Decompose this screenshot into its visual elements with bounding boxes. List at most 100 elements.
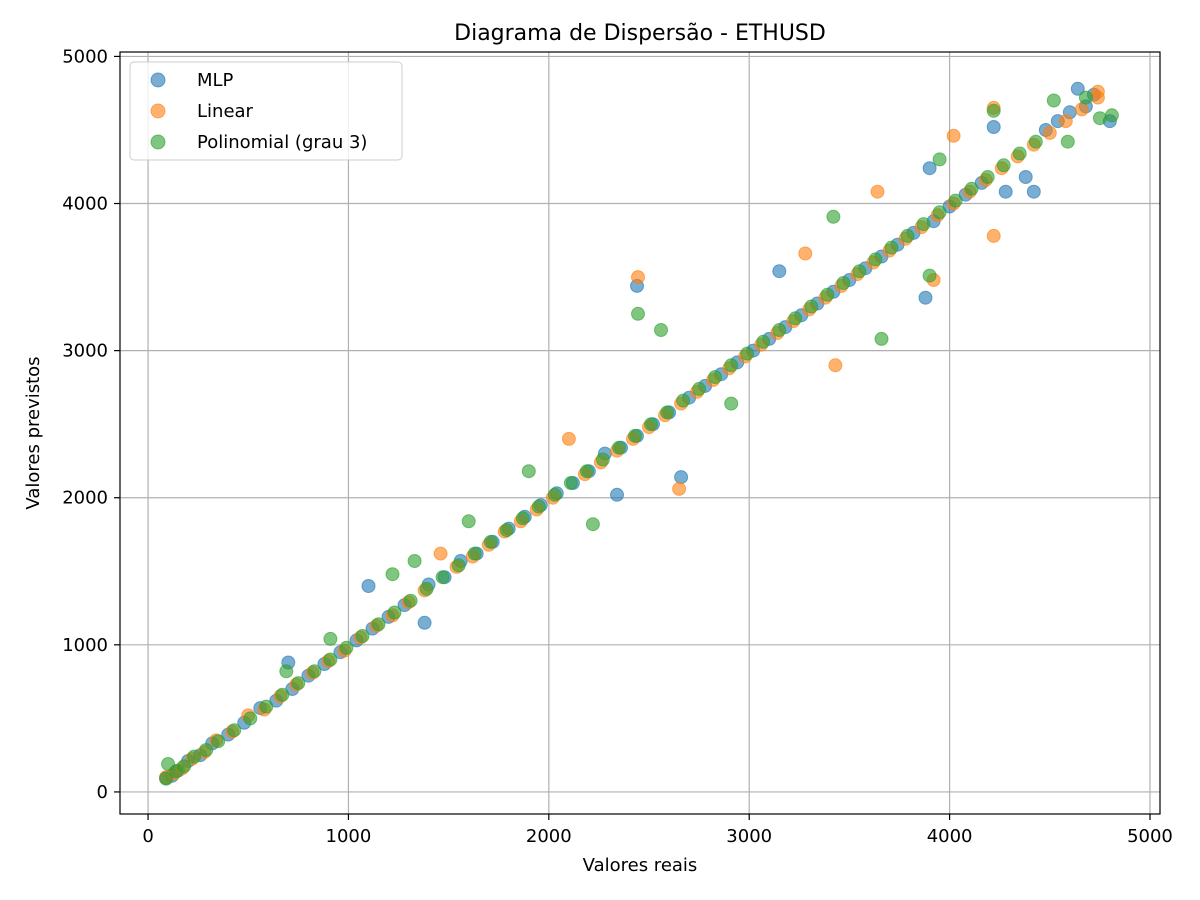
data-point [187, 749, 202, 764]
data-point [547, 487, 562, 502]
data-point [1046, 93, 1061, 108]
data-point [756, 334, 771, 349]
y-tick-label: 2000 [62, 488, 108, 509]
data-point [986, 228, 1001, 243]
data-point [946, 128, 961, 143]
grid [120, 52, 1160, 814]
data-point [1026, 184, 1041, 199]
data-point [1018, 170, 1033, 184]
data-point [355, 629, 370, 643]
legend-marker-mlp [150, 72, 166, 88]
data-point [964, 181, 979, 196]
data-point [916, 217, 931, 232]
y-tick-label: 4000 [62, 194, 108, 215]
data-point [199, 743, 214, 757]
data-point [387, 605, 402, 620]
data-point [419, 581, 434, 596]
data-point [531, 499, 546, 514]
data-point [692, 381, 707, 396]
data-point [291, 676, 306, 691]
data-point [708, 370, 723, 385]
data-point [1092, 111, 1107, 126]
y-tick-label: 1000 [62, 635, 108, 656]
data-point [1090, 90, 1105, 105]
data-point [870, 184, 885, 199]
data-point [563, 476, 578, 490]
data-point [433, 546, 448, 561]
data-point [499, 523, 514, 538]
data-point [820, 287, 835, 302]
data-point [884, 240, 899, 255]
data-point [724, 396, 739, 411]
data-point [998, 184, 1013, 199]
data-point [612, 440, 626, 455]
data-point [980, 170, 995, 184]
data-point [371, 617, 386, 632]
y-tick-label: 5000 [62, 46, 108, 67]
data-point [521, 464, 536, 479]
y-axis-label: Valores previstos [23, 356, 44, 509]
series-2 [159, 90, 1119, 786]
data-point [674, 470, 689, 485]
plot-frame [119, 51, 1161, 815]
legend-marker-polinomial [150, 134, 166, 150]
data-point [828, 358, 843, 373]
data-point [1058, 114, 1073, 129]
x-tick-label: 3000 [726, 826, 772, 847]
data-point [644, 417, 658, 432]
data-point [918, 290, 933, 305]
data-point [323, 652, 338, 667]
data-point [922, 268, 937, 283]
data-point [595, 452, 610, 467]
data-point [628, 428, 642, 443]
data-point [259, 699, 274, 714]
data-point [724, 358, 739, 373]
data-point [631, 306, 645, 321]
data-point [1078, 90, 1093, 105]
data-point [307, 664, 322, 679]
data-point [275, 687, 290, 702]
data-point [900, 228, 915, 243]
data-point [361, 579, 376, 593]
data-point [740, 346, 755, 361]
data-point [1070, 81, 1085, 96]
data-point [177, 759, 192, 774]
data-point [279, 664, 294, 679]
data-point [243, 711, 258, 726]
data-point [1042, 125, 1057, 140]
data-point [403, 593, 418, 608]
data-point [798, 246, 813, 261]
x-tick-label: 5000 [1127, 826, 1173, 847]
data-point [483, 534, 498, 549]
data-point [868, 252, 883, 267]
data-point [772, 264, 787, 279]
data-point [407, 554, 422, 568]
data-point [451, 558, 466, 573]
x-tick-label: 2000 [526, 826, 572, 847]
data-point [932, 152, 947, 167]
x-tick-label: 1000 [326, 826, 372, 847]
legend-label-linear: Linear [197, 101, 254, 122]
data-points [159, 81, 1119, 786]
data-point [660, 405, 675, 420]
data-point [339, 640, 354, 655]
legend: MLP Linear Polinomial (grau 3) [129, 61, 403, 161]
data-point [922, 161, 937, 176]
legend-label-mlp: MLP [197, 70, 234, 91]
data-point [211, 734, 226, 749]
x-axis-ticks: 0 1000 2000 3000 4000 5000 [142, 814, 1173, 847]
data-point [1074, 102, 1089, 117]
x-tick-label: 4000 [927, 826, 973, 847]
data-point [1012, 146, 1027, 161]
data-point [467, 546, 482, 561]
data-point [986, 103, 1001, 118]
data-point [631, 270, 645, 285]
data-point [579, 464, 594, 479]
data-point [610, 487, 624, 502]
data-point [772, 323, 787, 337]
data-point [1028, 134, 1043, 149]
data-point [417, 615, 432, 630]
y-axis-ticks: 0 1000 2000 3000 4000 5000 [62, 46, 120, 803]
data-point [385, 567, 400, 582]
